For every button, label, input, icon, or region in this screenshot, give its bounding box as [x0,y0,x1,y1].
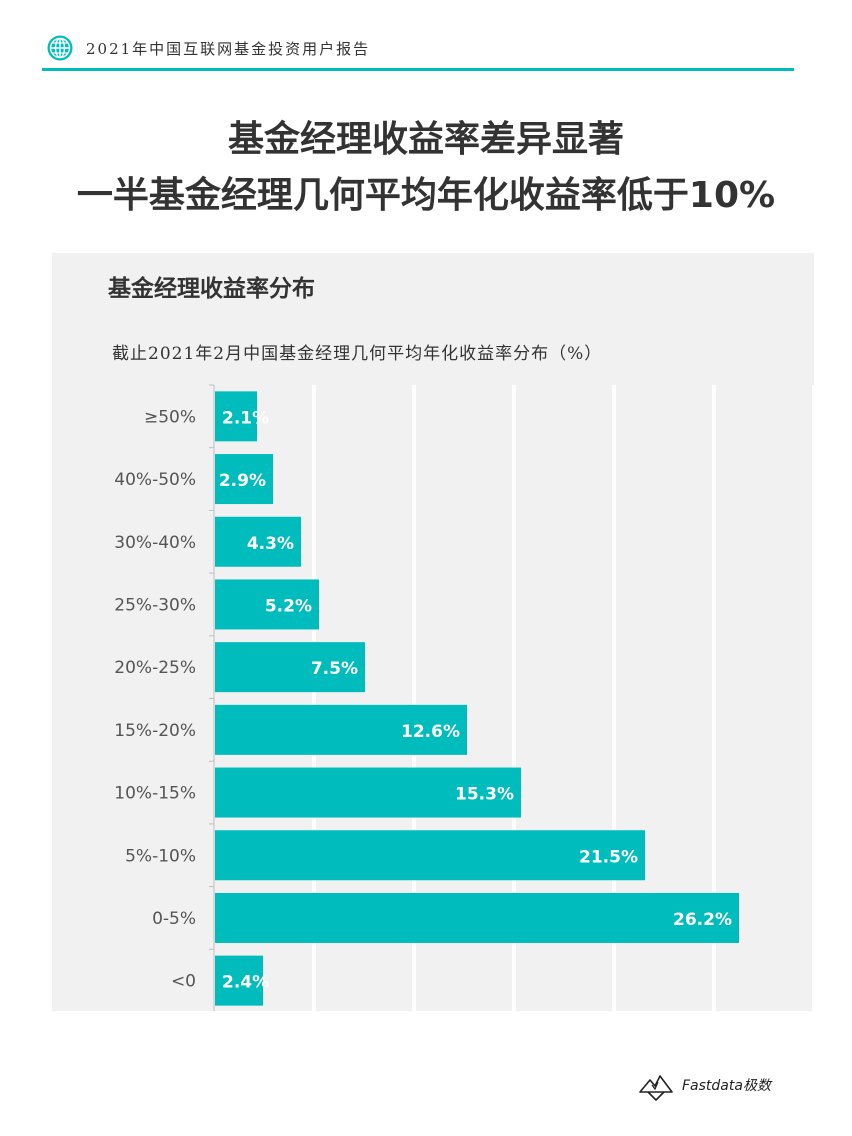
category-label: 25%-30% [114,595,196,615]
bar [215,892,739,943]
brand-logo: Fastdata极数 [638,1068,798,1108]
chart-panel: 基金经理收益率分布 截止2021年2月中国基金经理几何平均年化收益率分布（%） … [52,253,814,1011]
category-label: 10%-15% [114,784,196,804]
bar [215,516,301,567]
page-headline: 基金经理收益率差异显著 一半基金经理几何平均年化收益率低于10% [0,112,852,224]
category-label: 5%-10% [125,846,196,866]
brand-name: Fastdata极数 [682,1078,771,1094]
category-label: <0 [171,972,196,992]
bar [215,955,263,1006]
chart-title: 基金经理收益率分布 [108,276,315,302]
category-label: 40%-50% [114,470,196,490]
category-label: ≥50% [144,407,196,427]
bar-value-label: 12.6% [401,722,460,742]
bar-value-label: 15.3% [455,785,514,805]
bar [215,767,521,818]
bar-value-label: 21.5% [579,847,638,867]
bar [215,704,467,755]
bar-value-label: 7.5% [311,659,358,679]
header-divider [42,68,794,71]
bar [215,454,273,505]
globe-icon [47,35,73,61]
chart-subtitle: 截止2021年2月中国基金经理几何平均年化收益率分布（%） [112,344,603,364]
report-title: 2021年中国互联网基金投资用户报告 [86,40,371,58]
category-label: 15%-20% [114,721,196,741]
bar-value-label: 2.1% [222,408,269,428]
bar-value-label: 4.3% [247,534,294,554]
bar [215,391,257,442]
category-label: 20%-25% [114,658,196,678]
category-label: 30%-40% [114,533,196,553]
mountain-logo-icon [639,1075,673,1102]
bar-value-label: 26.2% [673,910,732,930]
bar-value-label: 5.2% [265,596,312,616]
report-header: 2021年中国互联网基金投资用户报告 [42,32,794,72]
bar [215,579,319,630]
bar-value-label: 2.9% [219,471,266,491]
bar-value-label: 2.4% [222,973,269,993]
headline-line-1: 基金经理收益率差异显著 [227,119,624,160]
headline-line-2: 一半基金经理几何平均年化收益率低于10% [76,175,776,216]
category-label: 0-5% [152,909,196,929]
bar [215,830,645,881]
bar [215,642,365,693]
bar-chart: ≥50% 2.1% 40%-50% 2.9% 30%-40% 4.3% 25%-30% 5.2… [114,384,814,1011]
